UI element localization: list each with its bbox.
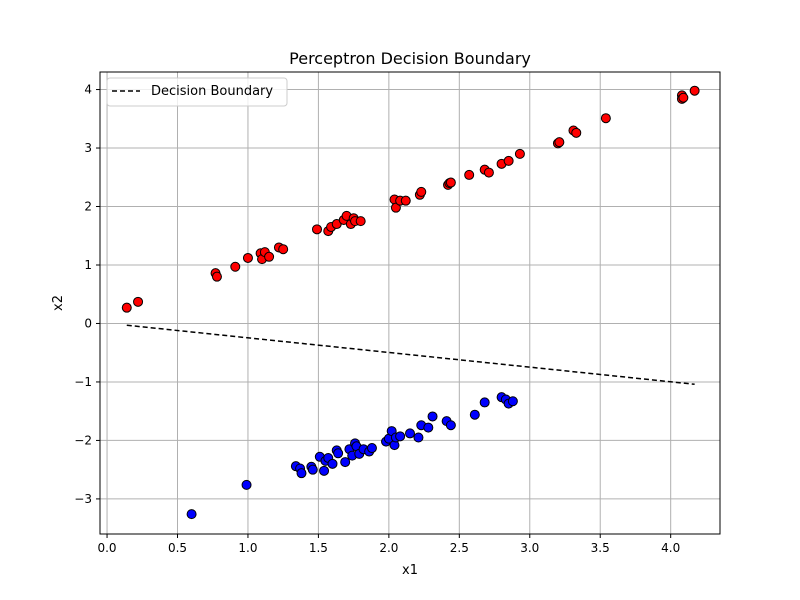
- data-point: [133, 296, 144, 307]
- y-tick-label: −3: [74, 492, 92, 506]
- data-point: [503, 155, 514, 166]
- data-point: [469, 409, 480, 420]
- data-point: [479, 397, 490, 408]
- data-point: [211, 271, 222, 282]
- x-tick-label: 2.0: [379, 541, 398, 555]
- data-point: [689, 85, 700, 96]
- data-point: [312, 224, 322, 235]
- chart-title: Perceptron Decision Boundary: [289, 49, 531, 68]
- data-point: [355, 216, 366, 227]
- data-point: [405, 428, 415, 439]
- data-point: [242, 252, 253, 263]
- data-point: [333, 448, 344, 459]
- plot-data: [121, 85, 700, 520]
- y-tick-label: −2: [74, 433, 92, 447]
- data-point: [319, 465, 330, 476]
- legend: Decision Boundary: [106, 77, 288, 107]
- data-point: [121, 302, 132, 313]
- y-tick-label: 1: [84, 258, 92, 272]
- y-tick-label: 3: [84, 141, 92, 155]
- y-tick-label: 0: [84, 316, 92, 330]
- data-point: [366, 443, 377, 454]
- data-point: [278, 244, 289, 255]
- data-point: [416, 186, 427, 197]
- data-point: [186, 509, 197, 520]
- data-point: [307, 464, 318, 475]
- y-axis-label: x2: [51, 295, 66, 311]
- data-point: [483, 167, 494, 178]
- x-axis-label: x1: [402, 563, 418, 578]
- data-point: [445, 177, 456, 188]
- decision-boundary-line: [126, 324, 695, 386]
- legend-entry-decision-boundary: Decision Boundary: [151, 84, 273, 99]
- data-point: [514, 148, 525, 159]
- data-point: [340, 457, 351, 468]
- y-tick-label: 2: [84, 200, 92, 214]
- x-tick-label: 3.5: [591, 541, 610, 555]
- x-tick-label: 4.0: [661, 541, 680, 555]
- class-series-0: [121, 85, 700, 313]
- y-tick-label: −1: [74, 375, 92, 389]
- legend-box: [106, 77, 288, 107]
- data-point: [464, 169, 475, 180]
- plot-frame: [99, 71, 721, 535]
- data-point: [427, 411, 438, 422]
- axis-ticks: 0.0 0.5 1.0 1.5 2.0 2.5 3.0 3.5 4.0 −3 −2 −1 0 1 2 3 4: [74, 83, 680, 555]
- x-tick-label: 1.5: [309, 541, 328, 555]
- x-tick-label: 2.5: [450, 541, 469, 555]
- data-point: [400, 195, 411, 206]
- data-point: [296, 468, 307, 479]
- data-point: [571, 127, 582, 138]
- x-tick-label: 1.0: [238, 541, 257, 555]
- grid: [100, 72, 720, 534]
- data-point: [241, 479, 252, 490]
- class-series-1: [186, 392, 518, 520]
- data-point: [678, 92, 689, 103]
- data-point: [507, 396, 518, 407]
- x-tick-label: 0.5: [168, 541, 187, 555]
- data-point: [445, 420, 456, 431]
- data-point: [395, 431, 406, 442]
- data-point: [423, 422, 434, 433]
- data-point: [600, 113, 611, 124]
- data-point: [554, 137, 565, 148]
- data-point: [264, 251, 275, 262]
- y-tick-label: 4: [84, 83, 92, 97]
- x-tick-label: 0.0: [97, 541, 116, 555]
- x-tick-label: 3.0: [520, 541, 539, 555]
- data-point: [413, 432, 424, 443]
- data-point: [230, 261, 241, 272]
- data-point: [327, 458, 338, 469]
